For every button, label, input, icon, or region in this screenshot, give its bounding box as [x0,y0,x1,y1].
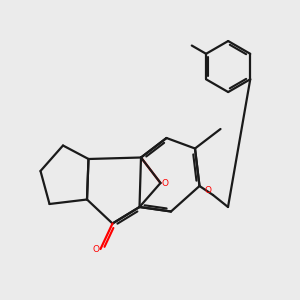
Text: O: O [161,178,169,188]
Text: O: O [205,186,212,195]
Text: O: O [92,244,100,253]
